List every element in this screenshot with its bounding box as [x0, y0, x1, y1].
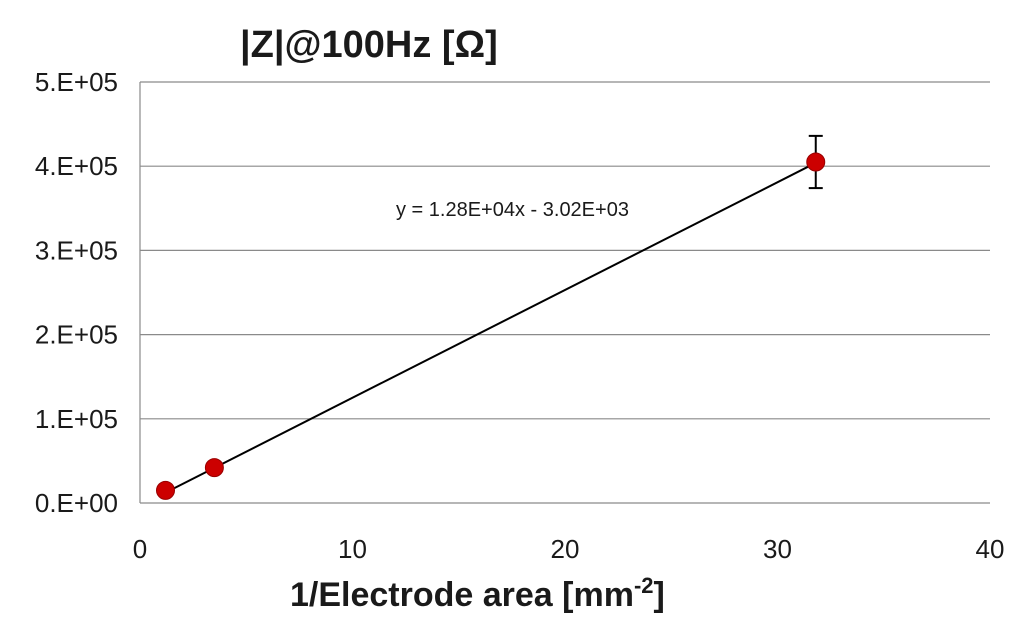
- chart-title: |Z|@100Hz [Ω]: [240, 24, 498, 66]
- y-tick-labels: 0.E+00 1.E+05 2.E+05 3.E+05 4.E+05 5.E+05: [35, 67, 118, 518]
- data-point: [204, 458, 224, 478]
- chart-title-symbol: Ω: [455, 24, 485, 66]
- chart-title-close: ]: [485, 24, 498, 66]
- x-tick-label: 30: [763, 534, 792, 564]
- data-point: [806, 152, 826, 172]
- axis-layer: [139, 82, 990, 504]
- x-axis-label-main: 1/Electrode area [mm: [290, 576, 634, 614]
- trendline-equation: y = 1.28E+04x - 3.02E+03: [396, 199, 629, 221]
- y-tick-label: 3.E+05: [35, 235, 118, 265]
- x-axis-label-close: ]: [654, 576, 665, 614]
- x-tick-label: 40: [976, 534, 1005, 564]
- y-tick-label: 0.E+00: [35, 488, 118, 518]
- x-tick-label: 20: [551, 534, 580, 564]
- point-layer: [156, 152, 826, 500]
- trend-layer: [165, 161, 817, 494]
- data-point: [156, 480, 175, 500]
- x-axis-label-superscript: -2: [634, 573, 654, 598]
- trendline: [165, 161, 817, 494]
- y-tick-label: 5.E+05: [35, 67, 118, 97]
- x-axis-label: 1/Electrode area [mm-2]: [290, 573, 665, 614]
- x-tick-label: 10: [338, 534, 367, 564]
- y-tick-label: 2.E+05: [35, 320, 118, 350]
- y-tick-label: 1.E+05: [35, 404, 118, 434]
- x-tick-label: 0: [133, 534, 147, 564]
- y-tick-label: 4.E+05: [35, 151, 118, 181]
- chart-title-main: |Z|@100Hz [: [240, 24, 455, 66]
- x-tick-labels: 0 10 20 30 40: [133, 534, 1005, 564]
- grid-layer: [140, 81, 990, 420]
